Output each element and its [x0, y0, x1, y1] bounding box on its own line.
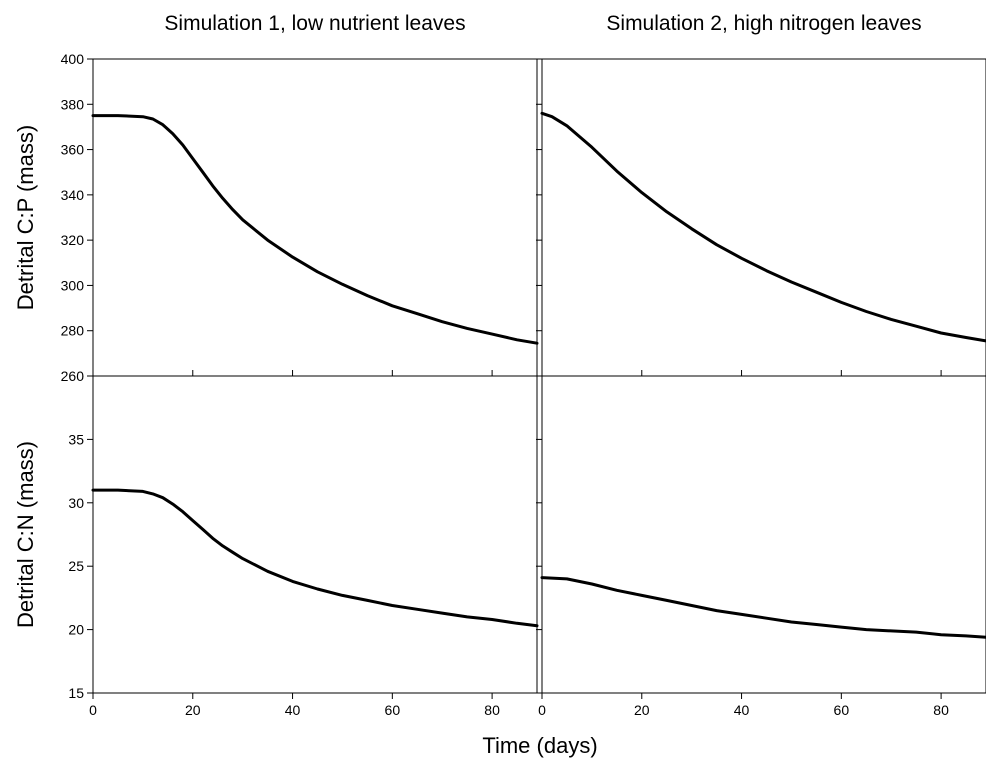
x-tick-label-bottom-right-0: 0	[538, 702, 546, 718]
y-tick-label-top-left-340: 340	[61, 187, 85, 203]
y-tick-label-top-left-300: 300	[61, 277, 85, 293]
panel-title-top-left: Simulation 1, low nutrient leaves	[164, 12, 465, 35]
x-tick-label-bottom-left-0: 0	[89, 702, 97, 718]
x-tick-label-bottom-left-20: 20	[185, 702, 201, 718]
panel-top-left: 260 280 300 320 340 360 380 400 Simulation 1, lo…	[13, 12, 539, 384]
y-tick-label-top-left-260: 260	[61, 368, 85, 384]
plot-frame-bottom-right	[541, 375, 986, 694]
y-tick-label-bottom-left-25: 25	[68, 558, 84, 574]
plot-frame-bottom-left	[92, 375, 538, 694]
panel-bottom-left: 15 20 25 30 35 0 20 40 60 80 Detrital C:N (mass)	[13, 375, 539, 718]
y-tick-label-bottom-left-35: 35	[68, 431, 84, 447]
x-tick-label-bottom-left-80: 80	[484, 702, 500, 718]
y-tick-label-top-left-380: 380	[61, 96, 85, 112]
x-tick-label-bottom-right-80: 80	[933, 702, 949, 718]
x-tick-label-bottom-left-40: 40	[285, 702, 301, 718]
y-tick-label-top-left-400: 400	[61, 51, 85, 67]
x-tick-label-bottom-right-20: 20	[634, 702, 650, 718]
x-tick-label-bottom-right-40: 40	[734, 702, 750, 718]
y-tick-label-bottom-left-30: 30	[68, 495, 84, 511]
x-tick-label-bottom-left-60: 60	[385, 702, 401, 718]
y-tick-label-bottom-left-15: 15	[68, 685, 84, 701]
panel-top-right: Simulation 2, high nitrogen leaves	[536, 12, 986, 377]
y-tick-label-top-left-280: 280	[61, 323, 85, 339]
y-tick-label-top-left-320: 320	[61, 232, 85, 248]
series-line-top-right-0	[540, 111, 986, 343]
series-line-bottom-right-0	[540, 576, 986, 639]
y-tick-label-bottom-left-20: 20	[68, 622, 84, 638]
x-tick-label-bottom-right-60: 60	[834, 702, 850, 718]
y-tick-label-top-left-360: 360	[61, 142, 85, 158]
series-line-bottom-left-0	[91, 488, 539, 628]
y-axis-label-top-left: Detrital C:P (mass)	[13, 125, 38, 310]
series-line-top-left-0	[91, 114, 539, 345]
x-axis-label: Time (days)	[482, 733, 597, 758]
y-axis-label-bottom-left: Detrital C:N (mass)	[13, 441, 38, 628]
panel-title-top-right: Simulation 2, high nitrogen leaves	[606, 12, 921, 35]
panel-bottom-right: 0 20 40 60 80	[536, 375, 986, 718]
